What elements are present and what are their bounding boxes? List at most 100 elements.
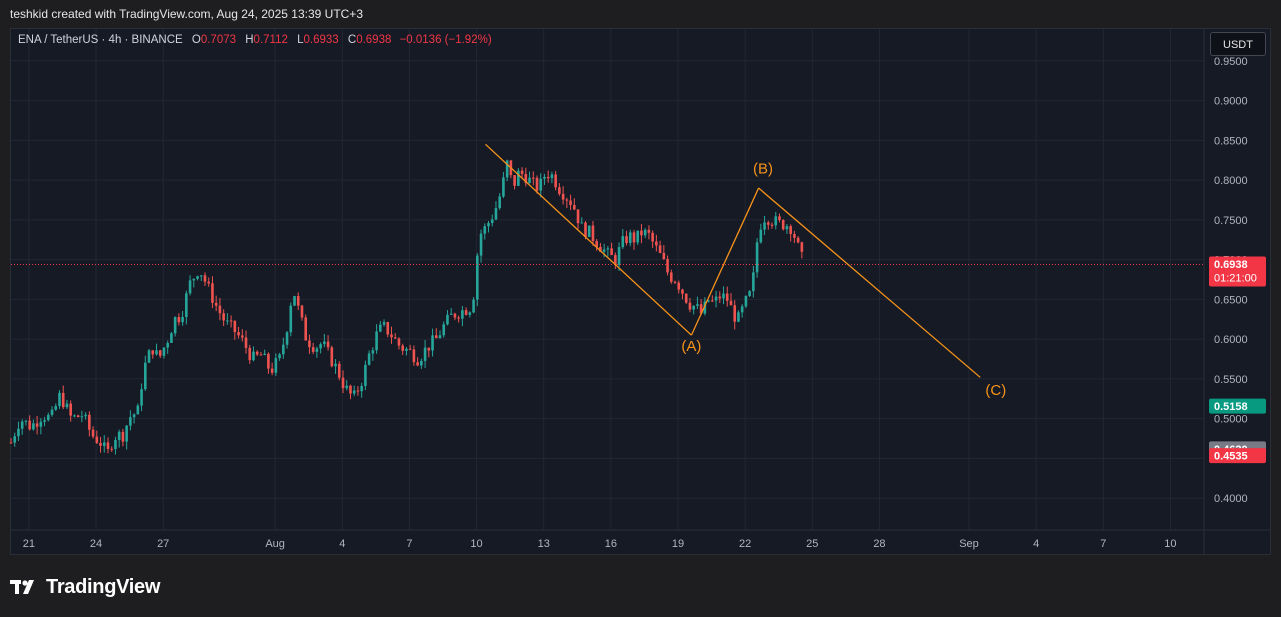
candle-up bbox=[405, 348, 408, 351]
candle-up bbox=[483, 226, 487, 234]
candle-down bbox=[584, 222, 587, 237]
candle-up bbox=[54, 406, 58, 410]
candle-up bbox=[367, 353, 371, 365]
candle-up bbox=[364, 364, 367, 386]
candle-down bbox=[666, 259, 669, 273]
candle-up bbox=[550, 174, 554, 179]
candle-up bbox=[50, 409, 54, 415]
candle-down bbox=[35, 423, 39, 427]
candle-up bbox=[47, 414, 50, 421]
x-tick-label: 16 bbox=[605, 538, 617, 550]
wave-line bbox=[758, 187, 981, 378]
candle-down bbox=[793, 234, 796, 238]
candle-down bbox=[569, 200, 572, 206]
candle-up bbox=[136, 405, 140, 415]
candle-down bbox=[9, 442, 13, 444]
candle-down bbox=[177, 317, 181, 323]
candle-down bbox=[554, 174, 557, 188]
candle-down bbox=[222, 313, 225, 321]
candle-down bbox=[326, 341, 330, 348]
candle-down bbox=[576, 209, 580, 224]
candle-up bbox=[636, 230, 640, 243]
candle-up bbox=[539, 178, 543, 191]
candle-up bbox=[114, 439, 117, 450]
y-tick-label: 0.7500 bbox=[1214, 215, 1248, 227]
wave-label: (B) bbox=[753, 161, 773, 178]
candles bbox=[9, 159, 804, 455]
candle-up bbox=[199, 275, 203, 277]
candle-down bbox=[69, 403, 72, 416]
ohlc-legend: ENA / TetherUS · 4h · BINANCE O0.7073 H0… bbox=[18, 34, 492, 46]
candle-down bbox=[647, 229, 651, 233]
y-tick-label: 0.9500 bbox=[1214, 56, 1248, 68]
candle-down bbox=[711, 300, 714, 302]
x-tick-label: 4 bbox=[1033, 538, 1039, 550]
candle-up bbox=[147, 350, 151, 363]
candle-up bbox=[32, 423, 35, 430]
candle-down bbox=[464, 310, 468, 315]
candle-up bbox=[543, 176, 546, 179]
candle-up bbox=[360, 385, 363, 392]
candle-down bbox=[681, 289, 684, 294]
candle-up bbox=[102, 442, 106, 446]
tradingview-logo-icon bbox=[10, 578, 40, 596]
candle-up bbox=[494, 208, 498, 220]
candle-down bbox=[28, 420, 31, 430]
price-tag bbox=[1209, 448, 1266, 464]
candle-up bbox=[423, 347, 427, 361]
candle-down bbox=[662, 252, 666, 260]
candle-up bbox=[170, 333, 173, 344]
candle-down bbox=[401, 345, 404, 351]
candle-up bbox=[188, 280, 192, 294]
candle-down bbox=[520, 170, 524, 174]
candle-down bbox=[218, 305, 222, 314]
candle-down bbox=[655, 241, 658, 246]
candle-up bbox=[587, 225, 591, 237]
candle-down bbox=[535, 177, 539, 191]
candle-down bbox=[729, 300, 733, 306]
candle-down bbox=[158, 350, 162, 356]
x-tick-label: 25 bbox=[806, 538, 818, 550]
candle-down bbox=[796, 237, 800, 243]
candle-up bbox=[181, 317, 184, 323]
candle-up bbox=[449, 313, 453, 315]
candle-up bbox=[606, 248, 610, 250]
candle-down bbox=[766, 222, 770, 225]
candle-up bbox=[502, 177, 505, 197]
chart-frame[interactable] bbox=[10, 28, 1271, 555]
low-key: L bbox=[297, 34, 304, 46]
x-tick-label: Aug bbox=[265, 538, 285, 550]
candle-up bbox=[274, 358, 278, 373]
wave-label: (A) bbox=[681, 338, 701, 355]
open-key: O bbox=[191, 34, 201, 46]
x-tick-label: 10 bbox=[470, 538, 482, 550]
candle-down bbox=[781, 220, 785, 230]
candle-up bbox=[774, 216, 778, 226]
candle-up bbox=[737, 312, 740, 322]
candle-down bbox=[408, 348, 412, 350]
candle-up bbox=[528, 177, 531, 184]
candle-up bbox=[166, 343, 169, 348]
price-tag bbox=[1209, 398, 1266, 414]
candle-up bbox=[278, 354, 281, 359]
candle-up bbox=[192, 278, 196, 281]
candle-up bbox=[263, 353, 266, 355]
candle-down bbox=[233, 320, 237, 333]
candle-up bbox=[162, 347, 166, 356]
candle-down bbox=[61, 392, 65, 408]
candle-up bbox=[185, 293, 188, 318]
candle-down bbox=[770, 224, 774, 226]
candle-up bbox=[73, 415, 76, 417]
candle-down bbox=[91, 429, 95, 437]
candle-down bbox=[330, 347, 334, 367]
currency-selector[interactable]: USDT bbox=[1210, 32, 1266, 56]
candle-up bbox=[282, 344, 285, 355]
candle-down bbox=[255, 351, 259, 355]
candle-down bbox=[434, 335, 438, 339]
candle-up bbox=[752, 272, 755, 292]
candle-up bbox=[431, 335, 434, 351]
candle-down bbox=[733, 305, 737, 322]
candle-down bbox=[658, 245, 662, 253]
candle-up bbox=[785, 226, 789, 230]
